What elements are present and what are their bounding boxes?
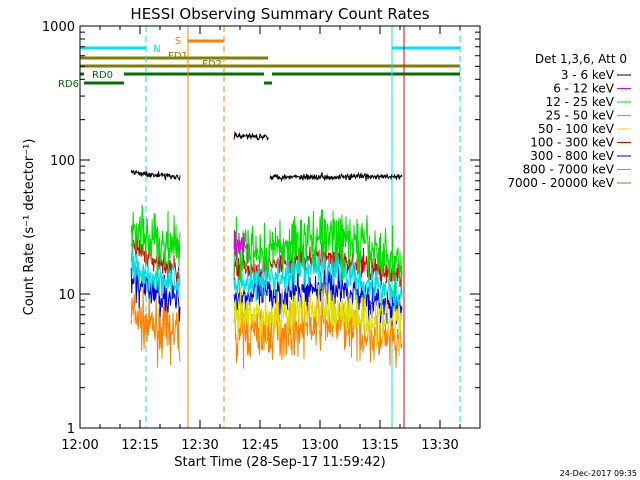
flag-label-rd0: RD0	[92, 70, 113, 81]
legend-label: 3 - 6 keV	[561, 68, 615, 82]
legend-label: 6 - 12 keV	[553, 82, 615, 96]
y-tick-label: 1000	[42, 20, 75, 35]
legend-label: 800 - 7000 keV	[523, 163, 615, 177]
x-axis-label: Start Time (28-Sep-17 11:59:42)	[174, 455, 385, 470]
series-line	[233, 292, 403, 369]
x-tick-label: 12:45	[241, 438, 278, 453]
flag-label-fd1: FD1	[168, 51, 188, 62]
x-tick-label: 12:15	[121, 438, 158, 453]
series-line	[233, 284, 403, 357]
flag-label-fd2: FD2	[202, 59, 222, 70]
series-line	[233, 209, 403, 296]
series-line	[233, 264, 403, 326]
legend-label: 50 - 100 keV	[538, 122, 615, 136]
legend-title: Det 1,3,6, Att 0	[535, 52, 627, 66]
series-line	[130, 241, 181, 302]
y-tick-label: 100	[50, 154, 75, 169]
series-lines	[130, 130, 403, 369]
axes: 12:00 12:15 12:30 12:45 13:00 13:15 13:30 1 10 10…	[42, 20, 481, 453]
flag-label-rd6: RD6	[58, 79, 79, 90]
legend-label: 100 - 300 keV	[530, 136, 614, 150]
x-tick-label: 12:00	[61, 438, 98, 453]
series-line	[269, 171, 403, 183]
series-line	[233, 229, 249, 264]
y-tick-label: 1	[67, 422, 75, 437]
series-line	[130, 169, 181, 181]
series-line	[233, 130, 269, 141]
flag-bars: N S FD1 FD2 RD0 RD6	[58, 36, 460, 90]
footer-timestamp: 24-Dec-2017 09:35	[560, 469, 637, 478]
flag-label-s: S	[175, 36, 181, 47]
y-axis-label: Count Rate (s⁻¹ detector⁻¹)	[22, 139, 37, 316]
x-tick-label: 13:15	[361, 438, 398, 453]
legend-label: 25 - 50 keV	[546, 109, 615, 123]
series-line	[233, 247, 403, 312]
x-tick-label: 13:30	[421, 438, 458, 453]
y-tick-label: 10	[58, 288, 75, 303]
legend-label: 12 - 25 keV	[546, 95, 615, 109]
x-tick-label: 12:30	[181, 438, 218, 453]
flag-label-n: N	[153, 44, 160, 55]
legend-label: 300 - 800 keV	[530, 149, 614, 163]
legend-label: 7000 - 20000 keV	[507, 176, 614, 190]
chart-title: HESSI Observing Summary Count Rates	[130, 5, 429, 23]
series-line	[130, 204, 181, 277]
x-tick-label: 13:00	[301, 438, 338, 453]
